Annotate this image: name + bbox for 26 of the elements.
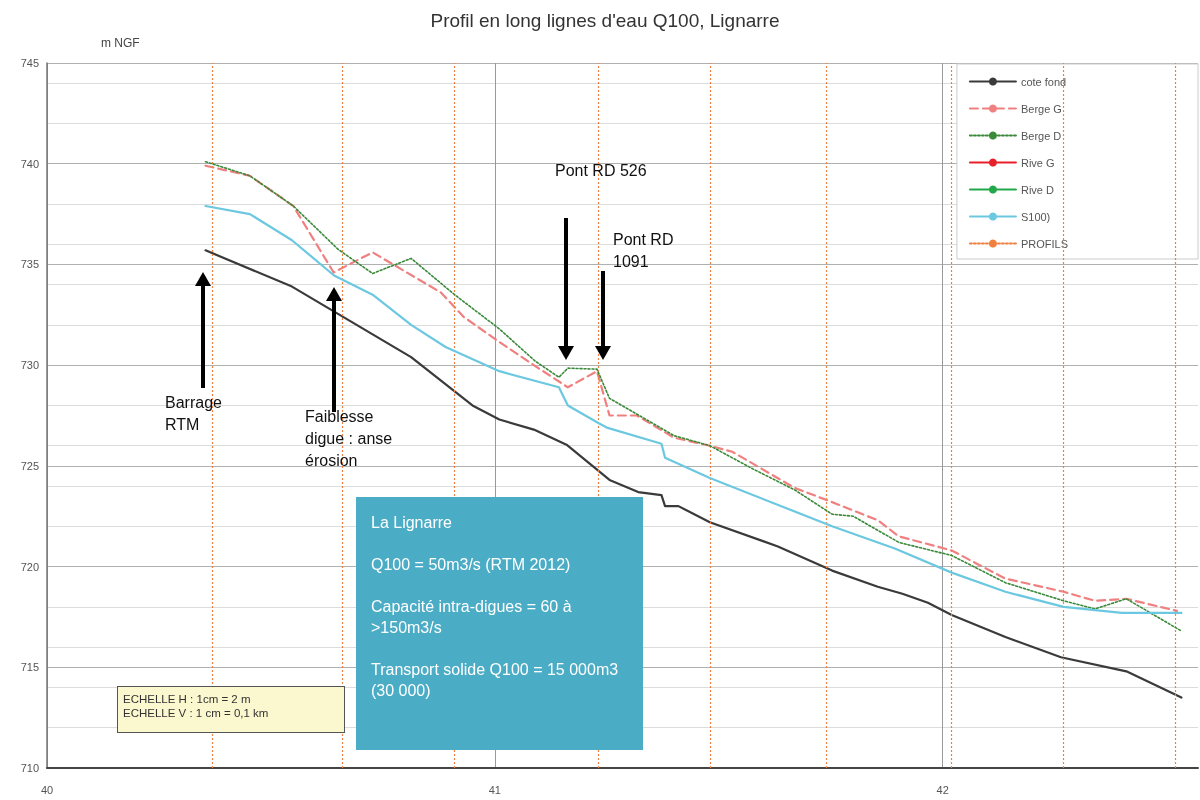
annotation: Faiblesse digue : anse érosion [305,407,393,471]
x-tick-label: 40 [40,783,54,796]
legend-label: S100) [1020,210,1051,223]
legend-label: PROFILS [1020,237,1069,250]
legend-label: Rive D [1020,183,1054,196]
legend-label: cote fond [1020,75,1067,88]
y-tick-label: 715 [20,661,39,674]
legend-label: Berge D [1020,129,1062,142]
x-tick-label: 42 [936,783,949,796]
legend-label: Rive G [1020,156,1055,169]
chart-title: Profil en long lignes d'eau Q100, Lignarre [430,10,780,31]
annotation: Pont RD 526 [555,161,647,181]
legend-label: Berge G [1020,102,1062,115]
y-axis-title: m NGF [101,36,140,50]
y-tick-label: 720 [20,560,39,573]
y-tick-label: 745 [20,57,39,69]
annotation: Barrage RTM [165,393,222,435]
note-box: La Lignarre Q100 = 50m3/s (RTM 2012) Capacité intra-digues = 60 à >150m3/s Transport solide Q100 = 15 000m3 (30 000) [356,497,643,750]
y-tick-label: 730 [20,359,39,372]
annotation: Pont RD 1091 [613,230,674,272]
x-tick-label: 41 [488,783,501,796]
y-tick-label: 710 [20,762,39,774]
y-tick-label: 735 [20,258,39,271]
y-tick-label: 740 [20,157,39,170]
scale-box: ECHELLE H : 1cm = 2 m ECHELLE V : 1 cm = 0,1 km [117,686,345,733]
y-tick-label: 725 [20,459,39,472]
